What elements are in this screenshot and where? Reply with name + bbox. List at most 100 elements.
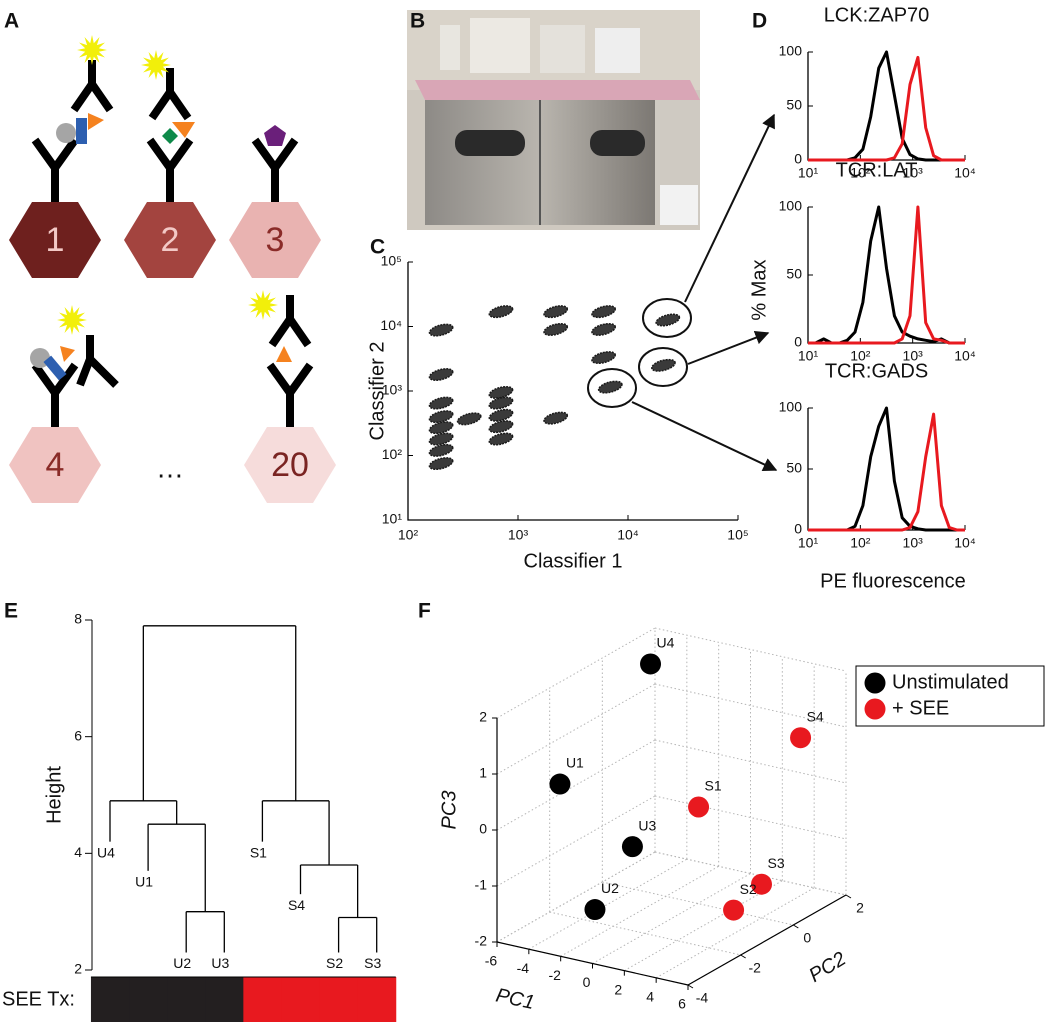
detection-antibody	[70, 60, 114, 113]
point	[790, 727, 812, 749]
x-tick-label: 10⁴	[954, 535, 976, 551]
bead-label: 2	[161, 221, 180, 259]
x-axis-label: Classifier 1	[524, 550, 623, 572]
analyte	[264, 125, 286, 146]
z-tick-label: 2	[479, 709, 487, 725]
x-tick-label: 10²	[850, 535, 871, 551]
y-tick-label: 0	[803, 930, 811, 946]
cluster	[428, 410, 454, 424]
bead	[124, 202, 216, 278]
cluster	[591, 305, 617, 319]
x-axis-label: PC1	[494, 984, 537, 1014]
grid-line	[549, 911, 741, 956]
point-label: U4	[657, 635, 675, 651]
leaf-label: S4	[288, 897, 305, 913]
label-star	[57, 305, 87, 335]
ellipsis: …	[156, 452, 184, 483]
z-tick-label: -2	[475, 933, 488, 949]
x-tick-label: 10²	[850, 165, 871, 181]
cluster	[428, 368, 454, 382]
cluster	[591, 351, 617, 365]
leaf-label: U4	[97, 844, 115, 860]
capture-antibody	[146, 137, 194, 202]
axis-line	[496, 941, 689, 986]
y-tick-label: 100	[779, 399, 803, 415]
point-label: S4	[807, 708, 824, 724]
grid-line	[654, 627, 847, 672]
grid-line	[496, 851, 656, 943]
y-tick-label: 2	[856, 900, 864, 916]
cluster	[543, 322, 569, 336]
y-tick-label: 10¹	[382, 511, 403, 527]
grid-line	[496, 851, 656, 943]
label-star	[248, 290, 278, 320]
y-tick-label: 10³	[382, 382, 403, 398]
legend-label: + SEE	[892, 697, 949, 719]
cluster	[456, 412, 482, 426]
histogram-line	[808, 55, 965, 162]
label-star	[141, 50, 171, 80]
y-tick-label: 6	[74, 727, 82, 743]
treatment-cell	[129, 977, 168, 1022]
grid-line	[602, 881, 794, 926]
bead-label: 3	[266, 221, 285, 259]
bead	[9, 427, 101, 503]
label-star	[77, 35, 107, 65]
x-tick-label: 4	[646, 989, 654, 1005]
legend-marker	[864, 698, 886, 720]
panel-label: B	[410, 10, 425, 33]
x-tick-label: 2	[614, 981, 622, 997]
analyte	[88, 113, 104, 130]
bar-label: SEE Tx:	[2, 988, 75, 1010]
y-tick-label: 0	[794, 521, 802, 537]
cluster	[591, 322, 617, 336]
bead	[229, 202, 321, 278]
y-tick-label: 100	[779, 198, 803, 214]
leaf-label: S3	[364, 955, 381, 971]
analyte	[172, 122, 195, 138]
cluster	[488, 432, 514, 446]
analyte	[60, 346, 75, 362]
y-tick-label: 50	[786, 97, 802, 113]
leaf-label: U2	[173, 955, 191, 971]
grid-line	[654, 795, 847, 840]
capture-antibody	[31, 362, 79, 427]
x-tick-label: 10³	[903, 165, 924, 181]
legend-marker	[864, 672, 886, 694]
treatment-cell	[90, 977, 130, 1022]
cluster	[428, 396, 454, 410]
y-tick-label: 0	[794, 334, 802, 350]
histogram-line	[808, 412, 965, 532]
cluster	[428, 323, 454, 337]
cluster	[651, 358, 676, 372]
analyte	[76, 118, 87, 144]
analyte	[56, 123, 76, 143]
bead	[9, 202, 101, 278]
x-tick-label: 10⁴	[617, 527, 639, 543]
cluster	[488, 396, 514, 410]
x-tick-label: 10⁴	[954, 165, 976, 181]
y-tick-label: 50	[786, 460, 802, 476]
point	[751, 873, 772, 895]
y-tick-label: 100	[779, 43, 803, 59]
axis-line	[407, 262, 738, 521]
point-label: S1	[705, 778, 722, 794]
y-tick-label: 4	[74, 844, 82, 860]
x-tick-label: 10³	[903, 348, 924, 364]
point	[688, 796, 710, 818]
point-label: S2	[740, 881, 757, 897]
x-tick-label: 10²	[850, 348, 871, 364]
z-tick-label: 0	[479, 821, 487, 837]
z-axis-label: PC3	[438, 791, 460, 830]
legend-box	[855, 665, 1045, 727]
panel-label: D	[752, 10, 767, 33]
bead	[244, 427, 336, 503]
y-tick-label: -2	[748, 960, 761, 976]
point	[584, 899, 606, 921]
panel-label: A	[4, 10, 19, 33]
annotations	[587, 113, 778, 471]
legend-label: Unstimulated	[892, 671, 1009, 693]
x-tick-label: -2	[548, 967, 561, 983]
cluster	[543, 411, 569, 425]
